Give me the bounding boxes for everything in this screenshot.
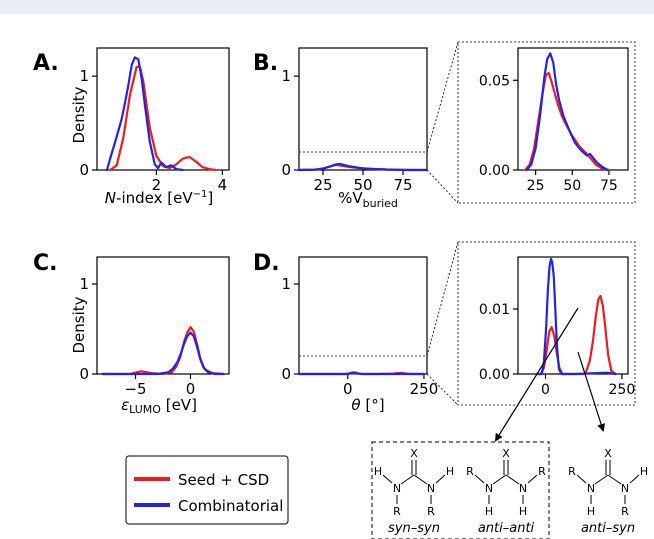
structure-label: syn–syn (388, 521, 440, 536)
zoom-connector-d-top (426, 241, 459, 357)
x-tick-label: 75 (393, 176, 412, 194)
chart-panel-d-inset: 0.00 0.01 0 250 (479, 256, 636, 398)
chart-panel-a: 0 1 2 4 (79, 47, 230, 194)
x-tick-label: 2 (152, 176, 162, 194)
atom-n-right: N (519, 482, 527, 495)
series-line-combinatorial (101, 331, 225, 376)
legend-label-comb: Combinatorial (178, 497, 283, 515)
series-line-seed-csd (109, 65, 217, 172)
x-tick-label: 25 (313, 176, 332, 194)
y-tick-label: 1 (281, 67, 291, 85)
ylabel-c: Density (70, 296, 88, 353)
panel-label-b: B. (253, 51, 278, 76)
y-tick-label: 0 (281, 365, 291, 383)
x-tick-label: 0 (343, 380, 353, 398)
x-tick-label: 0 (541, 382, 550, 398)
series-line-combinatorial (105, 56, 184, 172)
x-tick-label: 75 (600, 178, 618, 194)
y-tick-label: 1 (79, 275, 89, 293)
x-tick-label: 250 (609, 382, 636, 398)
y-tick-label: 0 (79, 365, 89, 383)
structure-anti-syn: X N N R H H R anti–syn (568, 447, 648, 536)
atom-r-right: R (621, 505, 629, 518)
atom-r-right: R (538, 465, 546, 478)
atom-n-left: N (485, 482, 493, 495)
chart-panel-c: 0 1 −5 0 (79, 256, 230, 398)
atom-n-right: N (621, 482, 629, 495)
atom-x: X (502, 447, 510, 460)
y-tick-label: 0.00 (479, 163, 510, 179)
x-tick-label: 25 (527, 178, 545, 194)
chart-panel-b: 0 1 25 50 75 (281, 47, 429, 194)
atom-r-left: R (466, 465, 474, 478)
x-tick-label: 0 (186, 380, 196, 398)
arrow-to-syn-anti (494, 307, 579, 442)
axes-frame (96, 256, 230, 375)
x-tick-label: 50 (353, 176, 372, 194)
series-line-combinatorial (297, 162, 429, 172)
structure-label: anti–anti (478, 521, 535, 536)
xlabel-b: %Vburied (338, 189, 398, 210)
header-band (0, 0, 654, 14)
axes-frame (96, 47, 230, 171)
axes-frame (298, 256, 428, 375)
xlabel-d: θ [°] (351, 396, 384, 414)
zoom-region-d (298, 355, 428, 375)
zoom-frame-b (457, 41, 636, 204)
y-tick-label: 0.05 (479, 73, 510, 89)
atom-n-right: N (427, 482, 435, 495)
atom-r-left: R (568, 465, 576, 478)
y-tick-label: 0 (79, 161, 89, 179)
x-tick-label: −5 (124, 380, 146, 398)
atom-h-left: H (485, 505, 493, 518)
series-line-seed-csd (101, 326, 225, 376)
series-line-seed-csd (535, 294, 617, 376)
series-line-combinatorial (525, 52, 609, 172)
atom-h-left: H (374, 465, 382, 478)
series-line-combinatorial (297, 371, 426, 376)
legend-label-seed: Seed + CSD (178, 471, 269, 489)
series-line-seed-csd (524, 72, 610, 172)
zoom-frame-d (457, 241, 636, 406)
y-tick-label: 0.00 (479, 367, 510, 383)
atom-r-right: R (427, 505, 435, 518)
atom-n-left: N (393, 482, 401, 495)
chart-panel-b-inset: 0.00 0.05 25 50 75 (479, 47, 629, 194)
atom-h-left: H (587, 505, 595, 518)
atom-h-right: H (519, 505, 527, 518)
x-tick-label: 4 (218, 176, 228, 194)
y-tick-label: 1 (281, 275, 291, 293)
x-tick-label: 50 (563, 178, 581, 194)
ylabel-a: Density (70, 86, 88, 143)
structure-anti-anti: X N N R R H H anti–anti (466, 447, 546, 536)
structure-label: anti–syn (581, 521, 635, 536)
chart-panel-d: 0 1 0 250 (281, 256, 439, 398)
atom-h-right: H (640, 465, 648, 478)
axes-frame (517, 47, 629, 171)
syn-anti-box (371, 441, 550, 539)
y-tick-label: 1 (79, 67, 89, 85)
panel-label-a: A. (33, 51, 59, 76)
atom-r-left: R (393, 505, 401, 518)
structure-syn-syn: X N N H H R R syn–syn (374, 447, 454, 536)
zoom-connector-b-bottom (426, 169, 459, 204)
xlabel-c: εLUMO [eV] (121, 396, 197, 416)
zoom-connector-b-top (426, 41, 459, 153)
arrow-to-anti-syn (577, 351, 605, 432)
y-tick-label: 0 (281, 161, 291, 179)
legend: Seed + CSD Combinatorial (125, 455, 289, 525)
atom-n-left: N (587, 482, 595, 495)
y-tick-label: 0.01 (479, 302, 510, 318)
atom-h-right: H (446, 465, 454, 478)
atom-x: X (410, 447, 418, 460)
panel-label-d: D. (253, 251, 280, 276)
x-tick-label: 250 (410, 380, 439, 398)
zoom-connector-d-bottom (426, 373, 459, 406)
panel-label-c: C. (33, 251, 58, 276)
atom-x: X (604, 447, 612, 460)
xlabel-a: N-index [eV−1] (105, 189, 213, 207)
series-line-combinatorial (535, 257, 617, 376)
